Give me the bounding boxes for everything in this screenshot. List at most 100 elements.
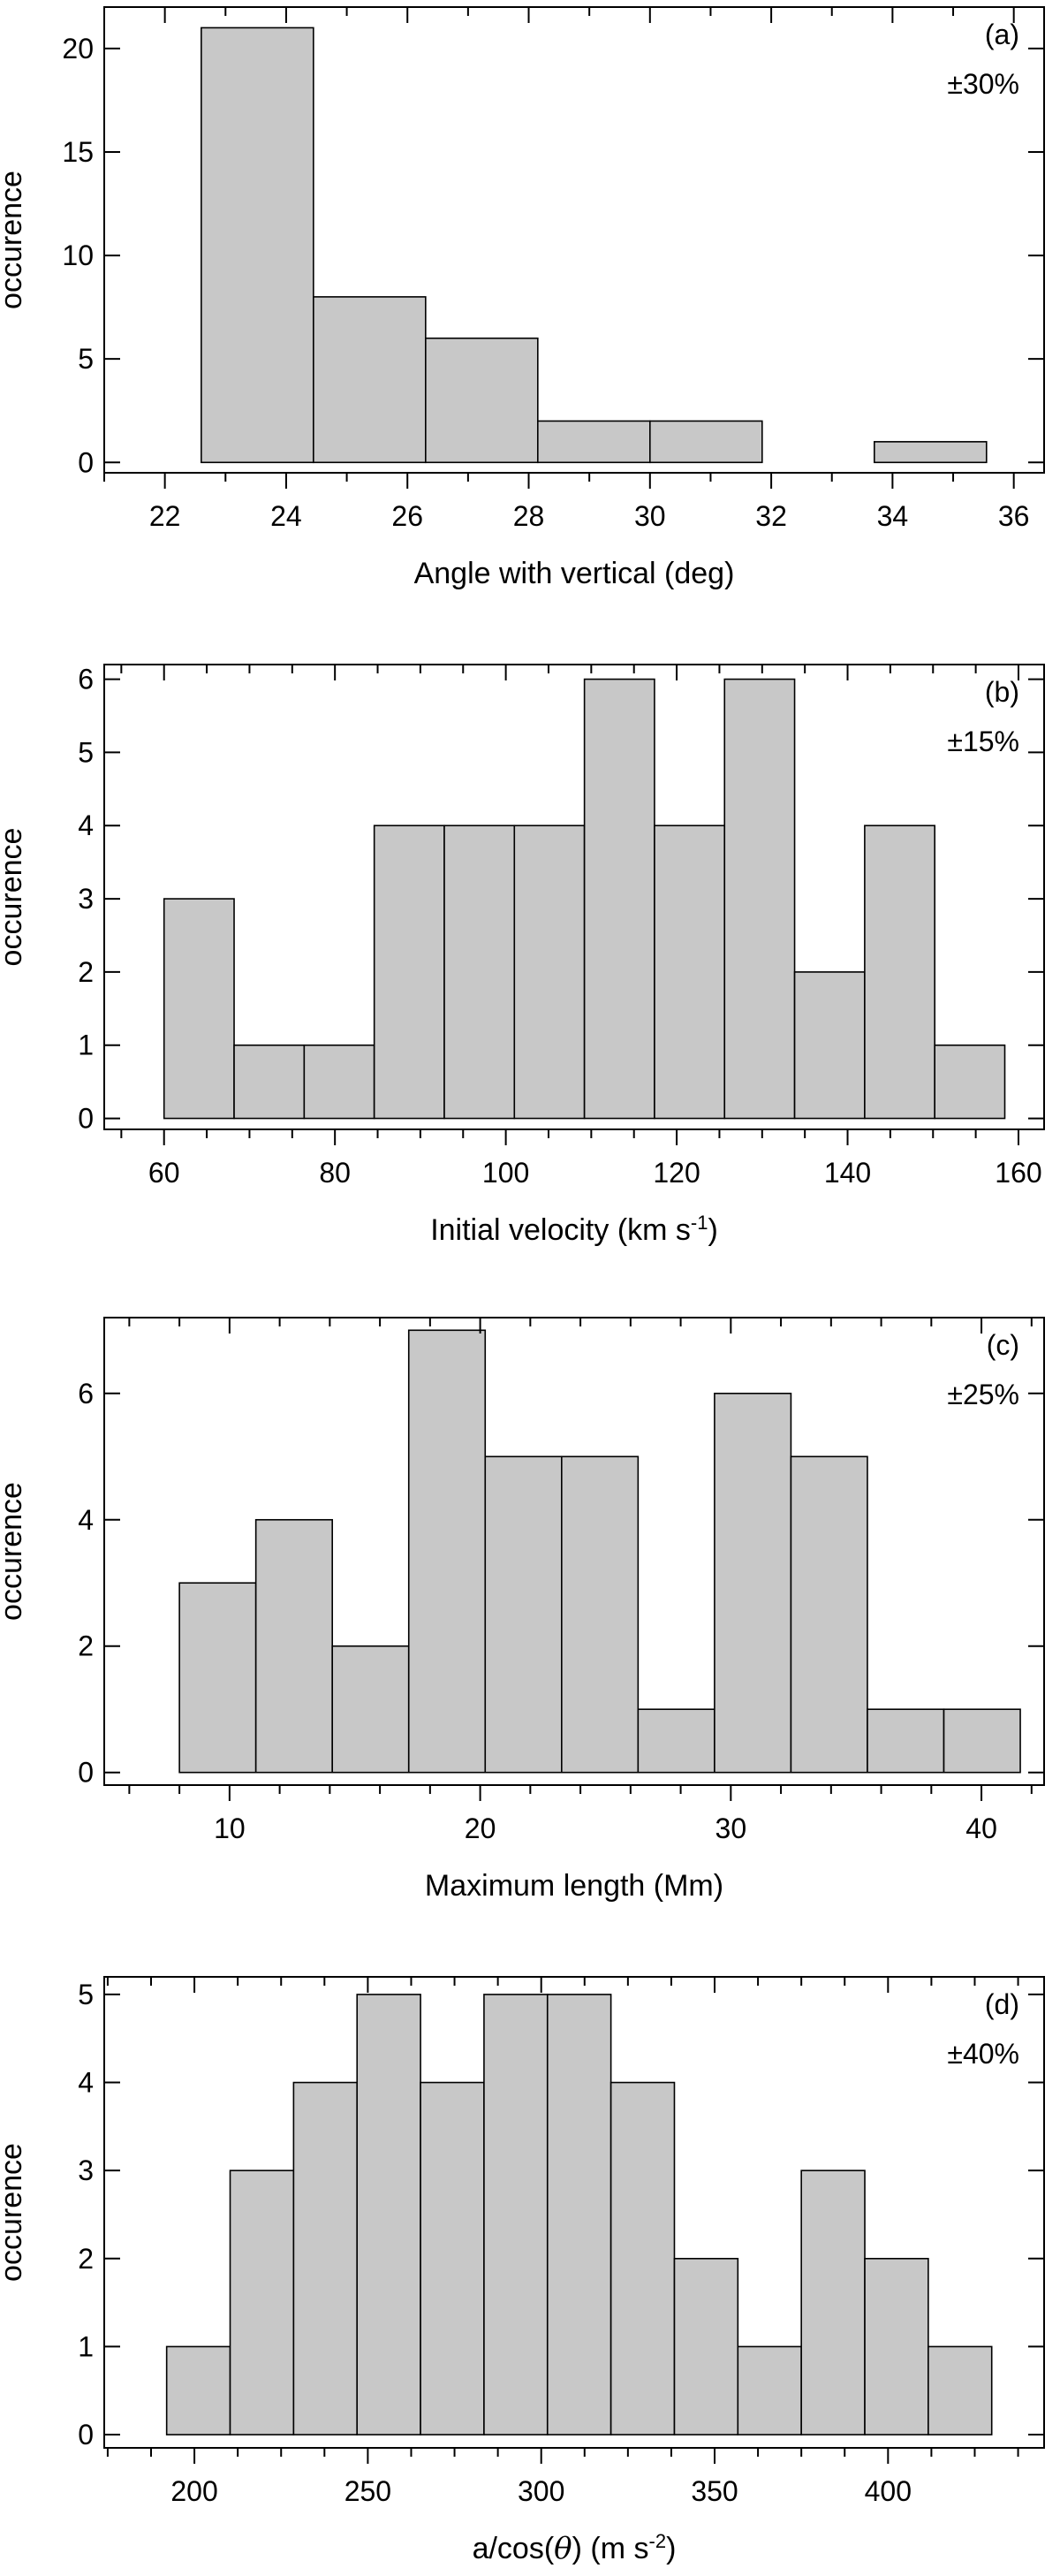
y-axis-title: occurence xyxy=(0,171,28,309)
y-tick-label: 2 xyxy=(78,956,94,988)
histogram-bar xyxy=(178,1582,257,1774)
histogram-bar xyxy=(229,2169,295,2435)
uncertainty-label: ±15% xyxy=(947,726,1019,757)
y-tick-label: 0 xyxy=(78,1103,94,1135)
y-tick-label: 1 xyxy=(78,1030,94,1061)
histogram-bar xyxy=(637,1708,716,1774)
y-tick-label: 4 xyxy=(78,809,94,841)
y-tick-label: 2 xyxy=(78,2243,94,2275)
histogram-bar xyxy=(165,2345,231,2435)
uncertainty-label: ±25% xyxy=(947,1379,1019,1410)
histogram-bar xyxy=(673,2258,739,2435)
x-tick-label: 400 xyxy=(865,2475,912,2507)
plot-frame xyxy=(103,664,1045,1130)
histogram-bar xyxy=(714,1392,792,1774)
histogram-bar xyxy=(546,1994,612,2435)
histogram-bar xyxy=(420,2081,485,2435)
histogram-bar xyxy=(254,1518,333,1774)
uncertainty-label: ±30% xyxy=(947,68,1019,100)
histogram-bar xyxy=(583,678,655,1120)
histogram-bar xyxy=(425,337,539,464)
histogram-bar xyxy=(737,2345,802,2435)
histogram-bar xyxy=(163,898,235,1120)
x-tick-label: 40 xyxy=(965,1812,997,1844)
histogram-bar xyxy=(201,27,314,464)
y-tick-label: 0 xyxy=(78,2419,94,2451)
y-axis-title: occurence xyxy=(0,2143,28,2282)
x-tick-label: 34 xyxy=(877,500,909,532)
x-tick-label: 160 xyxy=(995,1157,1041,1189)
plot-frame xyxy=(103,6,1045,474)
x-tick-label: 250 xyxy=(344,2475,391,2507)
histogram-bar xyxy=(407,1329,487,1774)
histogram-bar xyxy=(331,1645,410,1774)
panel-c: 10 20 30 40 0 2 4 6 occurence Maximum length (Mm)… xyxy=(0,1317,1045,1903)
x-axis-title-main: a/cos( xyxy=(473,2532,555,2565)
y-tick-label: 20 xyxy=(62,33,94,65)
x-tick-label: 60 xyxy=(148,1157,180,1189)
histogram-bar xyxy=(649,420,763,464)
panel-label: (b) xyxy=(985,676,1019,708)
x-tick-label: 300 xyxy=(518,2475,564,2507)
x-tick-label: 200 xyxy=(170,2475,217,2507)
histogram-bar xyxy=(864,824,935,1120)
panel-label: (d) xyxy=(985,1988,1019,2020)
x-tick-label: 10 xyxy=(214,1812,246,1844)
x-tick-label: 140 xyxy=(824,1157,871,1189)
y-axis-title: occurence xyxy=(0,828,28,967)
histogram-bar xyxy=(864,2258,929,2435)
histogram-bar xyxy=(233,1044,306,1120)
histogram-bar xyxy=(484,1455,563,1774)
y-tick-label: 6 xyxy=(78,664,94,695)
x-axis-title-main: Maximum length (Mm) xyxy=(425,1869,723,1903)
x-axis-title-main: Angle with vertical (deg) xyxy=(414,557,735,590)
x-tick-label: 22 xyxy=(149,500,181,532)
histogram-bar xyxy=(292,2081,359,2435)
histogram-bar xyxy=(943,1708,1021,1774)
histogram-bar xyxy=(443,824,516,1120)
x-tick-label: 30 xyxy=(634,500,666,532)
plot-frame xyxy=(103,1976,1045,2449)
x-tick-label: 80 xyxy=(319,1157,351,1189)
x-axis-title-end: ) xyxy=(708,1213,717,1247)
x-tick-label: 30 xyxy=(716,1812,747,1844)
histogram-bar xyxy=(483,1994,549,2435)
x-axis-title: Maximum length (Mm) xyxy=(425,1869,723,1903)
y-tick-label: 5 xyxy=(78,343,94,375)
histogram-bar xyxy=(934,1044,1006,1120)
y-tick-label: 0 xyxy=(78,1757,94,1789)
histogram-bar xyxy=(793,971,866,1120)
x-tick-label: 28 xyxy=(513,500,545,532)
panel-label: (a) xyxy=(985,19,1019,50)
x-axis-title: a/cos(θ) (m s-2) xyxy=(473,2530,677,2566)
histogram-bar xyxy=(537,420,651,464)
histogram-bar xyxy=(356,1994,421,2435)
x-tick-label: 100 xyxy=(482,1157,529,1189)
x-tick-label: 32 xyxy=(755,500,787,532)
histogram-bar xyxy=(800,2169,866,2435)
y-tick-label: 3 xyxy=(78,883,94,915)
y-tick-label: 10 xyxy=(62,239,94,271)
y-tick-label: 5 xyxy=(78,736,94,768)
histogram-bar xyxy=(654,824,726,1120)
x-axis-title-theta: θ xyxy=(554,2531,572,2566)
y-tick-label: 4 xyxy=(78,2067,94,2099)
histogram-bar xyxy=(303,1044,375,1120)
histogram-bar xyxy=(723,678,796,1120)
histogram-bar xyxy=(610,2081,676,2435)
y-tick-label: 0 xyxy=(78,446,94,478)
histogram-bar xyxy=(513,824,586,1120)
panel-label: (c) xyxy=(987,1329,1019,1361)
y-tick-label: 1 xyxy=(78,2330,94,2362)
plot-frame xyxy=(103,1317,1045,1786)
y-tick-label: 6 xyxy=(78,1378,94,1410)
x-axis-title-superscript: -2 xyxy=(649,2530,667,2552)
histogram-bar xyxy=(561,1455,640,1774)
histogram-bar xyxy=(313,296,427,464)
x-tick-label: 350 xyxy=(691,2475,738,2507)
y-tick-label: 5 xyxy=(78,1979,94,2010)
panel-a: 22 24 26 28 30 32 34 36 0 5 10 15 20 occurence Angle w… xyxy=(0,6,1045,590)
x-tick-label: 120 xyxy=(653,1157,700,1189)
x-axis-title: Angle with vertical (deg) xyxy=(414,557,735,590)
